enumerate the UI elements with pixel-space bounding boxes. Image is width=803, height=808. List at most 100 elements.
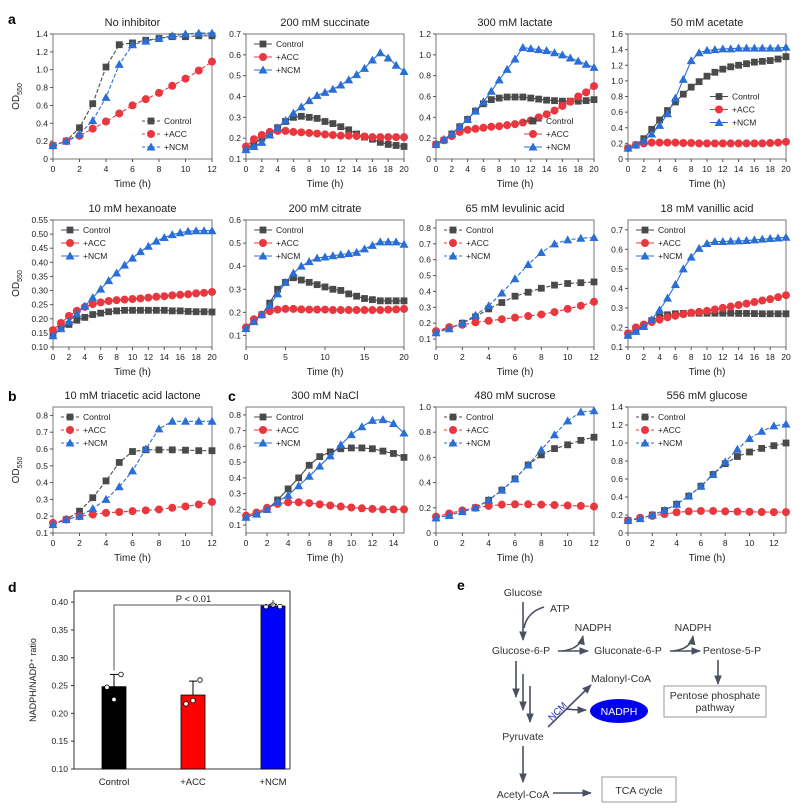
data-point	[328, 251, 338, 260]
data-point	[527, 94, 535, 102]
x-tick-label: 6	[307, 538, 312, 548]
legend-label: +ACC	[466, 238, 489, 248]
data-point	[623, 515, 633, 524]
data-point	[168, 291, 177, 300]
data-point	[757, 508, 766, 517]
y-tick-label: 0.25	[51, 681, 68, 691]
data-point	[297, 112, 305, 120]
data-point	[647, 510, 657, 519]
data-point	[487, 96, 495, 104]
y-tick-label: 0.1	[36, 528, 48, 538]
data-point	[487, 122, 496, 131]
data-point	[551, 97, 558, 105]
y-tick-label: 0.6	[611, 107, 623, 117]
chart-title: 65 mM levulinic acid	[465, 203, 564, 215]
data-point	[88, 504, 98, 513]
data-point	[672, 508, 681, 517]
data-point	[519, 93, 527, 101]
y-axis-label: OD550	[11, 270, 24, 297]
data-point	[336, 80, 346, 89]
data-point	[663, 293, 672, 302]
data-point	[773, 233, 783, 242]
nadph-ellipse	[590, 699, 648, 723]
panel-letter-b: b	[8, 388, 17, 404]
legend-marker	[65, 438, 75, 447]
significance-bracket	[113, 600, 274, 671]
y-tick-label: 0.8	[611, 92, 623, 102]
data-point	[249, 142, 259, 150]
legend-marker	[146, 142, 156, 151]
data-point	[503, 93, 511, 101]
node-atp: ATP	[550, 603, 570, 615]
legend-marker	[641, 413, 649, 421]
series-line	[627, 423, 787, 521]
y-tick-label: 0.45	[31, 243, 48, 253]
data-point	[447, 129, 457, 138]
y-tick-label: 0.8	[36, 83, 48, 93]
data-point	[167, 416, 177, 425]
y-tick-label: 0.8	[229, 410, 241, 420]
pathway-diagram: Glucose ATP Glucose-6-P NADPH Gluconate-…	[492, 587, 767, 803]
data-point	[510, 474, 520, 483]
series-acc	[49, 497, 216, 527]
y-tick-label: 0.3	[36, 494, 48, 504]
data-point	[687, 308, 696, 317]
x-tick-label: 2	[650, 538, 655, 548]
x-tick-label: 4	[486, 352, 491, 362]
data-point	[773, 43, 783, 52]
data-point	[181, 502, 190, 511]
data-point	[313, 129, 322, 138]
category-label: +ACC	[180, 777, 206, 788]
plot-frame	[52, 219, 213, 348]
x-tick-label: 10	[128, 352, 138, 362]
legend-label: +ACC	[83, 238, 106, 248]
x-axis-label: Time (h)	[689, 179, 726, 190]
x-tick-label: 16	[750, 164, 760, 174]
data-point	[703, 72, 711, 80]
data-point	[336, 131, 345, 140]
data-point	[557, 50, 567, 59]
data-point	[726, 139, 735, 148]
x-tick-label: 2	[641, 352, 646, 362]
series-acc	[432, 500, 598, 521]
data-point	[719, 65, 727, 73]
data-point	[687, 83, 695, 91]
data-point	[144, 293, 153, 302]
legend: Control +ACC +NCM	[636, 412, 686, 448]
data-point	[742, 139, 751, 148]
x-tick-label: 4	[657, 164, 662, 174]
data-point	[337, 123, 345, 131]
legend-label: +NCM	[466, 438, 490, 448]
x-tick-label: 6	[98, 352, 103, 362]
data-point	[375, 237, 385, 246]
data-point	[167, 230, 177, 239]
data-point	[208, 497, 216, 506]
data-point	[321, 130, 329, 139]
legend-marker	[449, 226, 457, 234]
arrow-pyruvate-to-malonyl	[547, 684, 592, 728]
data-point	[534, 45, 544, 54]
data-point	[765, 234, 775, 243]
x-tick-label: 4	[657, 352, 662, 362]
legend-marker	[641, 239, 649, 247]
data-point	[182, 446, 189, 454]
x-tick-label: 12	[207, 538, 217, 548]
y-tick-label: 0.4	[419, 478, 431, 488]
x-tick-label: 4	[286, 538, 291, 548]
y-tick-label: 0.6	[419, 92, 431, 102]
data-point	[774, 310, 782, 318]
data-point	[769, 421, 779, 430]
y-axis-label: OD550	[11, 83, 24, 110]
x-tick-label: 0	[434, 352, 439, 362]
data-point	[439, 134, 449, 143]
y-tick-label: 0.20	[51, 708, 68, 718]
data-point	[703, 306, 711, 315]
data-point	[102, 477, 110, 485]
data-point	[574, 97, 582, 105]
data-point	[749, 43, 759, 52]
data-point	[128, 40, 137, 49]
legend-marker	[640, 438, 650, 447]
x-tick-label: 5	[283, 352, 288, 362]
data-point	[155, 505, 163, 514]
